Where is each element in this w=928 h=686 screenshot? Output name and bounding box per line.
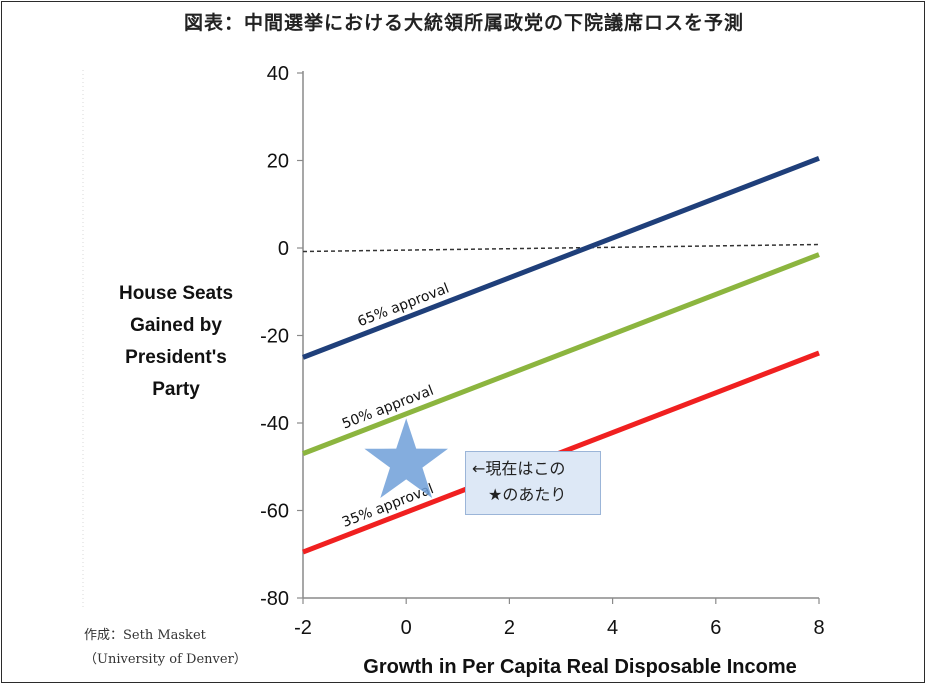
y-tick-label: -20 [260,326,289,348]
star-marker [364,418,448,498]
annotation-box: ←現在はこの ★のあたり [465,451,601,515]
credit-author: 作成：Seth Masket [84,628,206,643]
series-line-2 [302,252,820,456]
credit-affiliation: （University of Denver） [84,652,247,667]
x-tick-label: 6 [710,617,721,639]
x-tick-label: -2 [294,617,312,639]
y-tick-label: -80 [260,588,289,610]
annotation-line-1: ←現在はこの [472,459,566,478]
annotation-line-2: ★のあたり [488,485,567,504]
zero-reference-line [302,243,820,253]
chart-title: 図表：中間選挙における大統領所属政党の下院議席ロスを予測 [183,12,744,34]
x-tick-label: 4 [607,617,618,639]
y-tick-label: 0 [278,238,289,260]
x-axis-label: Growth in Per Capita Real Disposable Inc… [363,656,797,678]
x-tick-label: 0 [401,617,412,639]
y-tick-label: -60 [260,501,289,523]
y-axis-label: House Seats Gained by President's Party [118,283,234,400]
series-line-1 [302,155,820,360]
x-tick-label: 8 [813,617,824,639]
x-tick-label: 2 [504,617,515,639]
credit-block: 作成：Seth Masket （University of Denver） [84,624,247,672]
y-tick-label: 40 [267,63,289,85]
y-tick-label: -40 [260,413,289,435]
y-tick-label: 20 [267,151,289,173]
